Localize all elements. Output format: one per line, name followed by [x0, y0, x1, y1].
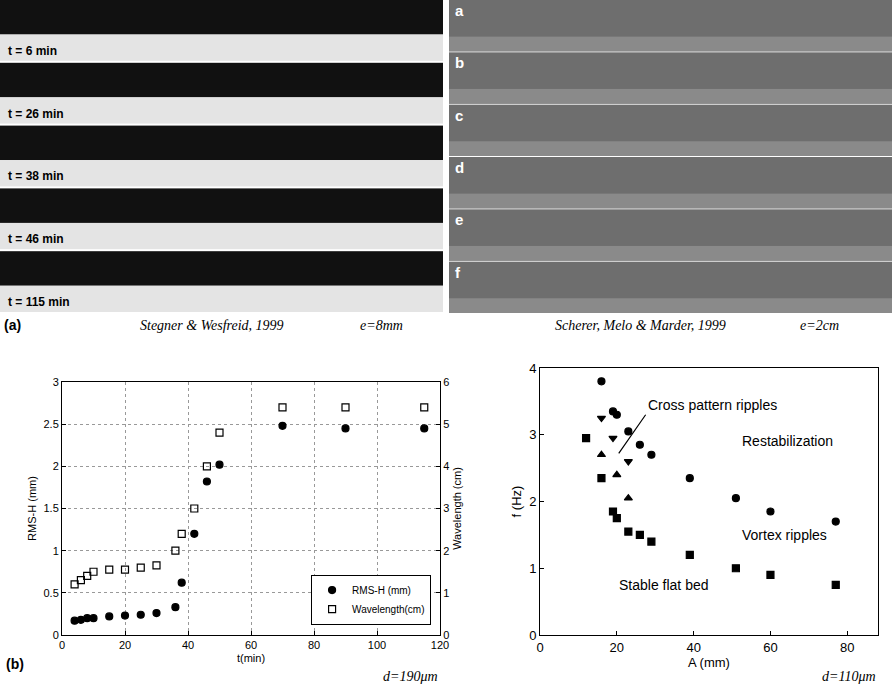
svg-text:100: 100 [368, 639, 386, 651]
svg-text:1: 1 [529, 561, 536, 576]
svg-text:0: 0 [53, 629, 59, 641]
svg-text:t = 6 min: t = 6 min [8, 44, 57, 58]
svg-text:d=110μm: d=110μm [822, 669, 876, 684]
svg-text:2.5: 2.5 [44, 418, 59, 430]
svg-text:1: 1 [53, 545, 59, 557]
svg-text:(b): (b) [6, 656, 24, 672]
svg-text:20: 20 [119, 639, 131, 651]
svg-text:3: 3 [529, 427, 536, 442]
svg-text:Restabilization: Restabilization [742, 433, 833, 449]
svg-text:0.5: 0.5 [44, 587, 59, 599]
svg-text:RMS-H (mm): RMS-H (mm) [352, 585, 411, 596]
svg-text:t = 26 min: t = 26 min [8, 107, 64, 121]
svg-text:RMS-H (mm): RMS-H (mm) [26, 476, 38, 541]
svg-text:2: 2 [529, 494, 536, 509]
svg-text:40: 40 [686, 640, 700, 655]
svg-text:a: a [455, 2, 464, 19]
svg-text:80: 80 [308, 639, 320, 651]
svg-text:f (Hz): f (Hz) [509, 486, 524, 518]
svg-text:Wavelength (cm): Wavelength (cm) [451, 467, 463, 550]
svg-text:t(min): t(min) [237, 652, 265, 664]
svg-text:Cross pattern ripples: Cross pattern ripples [648, 397, 777, 413]
svg-text:3: 3 [443, 502, 449, 514]
svg-text:40: 40 [182, 639, 194, 651]
svg-text:0: 0 [536, 640, 543, 655]
svg-text:d=190μm: d=190μm [383, 669, 438, 684]
svg-text:4: 4 [443, 460, 449, 472]
svg-text:c: c [455, 107, 463, 124]
svg-text:t = 38 min: t = 38 min [8, 169, 64, 183]
svg-text:4: 4 [529, 361, 536, 376]
html-text:(a): (a) [4, 317, 22, 333]
svg-text:0: 0 [59, 639, 65, 651]
svg-text:5: 5 [443, 418, 449, 430]
svg-text:e: e [455, 211, 463, 228]
html-text:e=8mm: e=8mm [360, 318, 403, 333]
svg-text:60: 60 [763, 640, 777, 655]
svg-text:60: 60 [245, 639, 257, 651]
svg-text:3: 3 [53, 376, 59, 388]
svg-text:2: 2 [443, 545, 449, 557]
svg-text:Vortex ripples: Vortex ripples [742, 527, 827, 543]
svg-text:6: 6 [443, 376, 449, 388]
svg-text:0: 0 [443, 629, 449, 641]
svg-text:t = 46 min: t = 46 min [8, 232, 64, 246]
svg-text:d: d [455, 159, 464, 176]
svg-text:1: 1 [443, 587, 449, 599]
html-text:Stegner & Wesfreid, 1999: Stegner & Wesfreid, 1999 [140, 318, 284, 333]
svg-text:120: 120 [431, 639, 449, 651]
svg-text:A (mm): A (mm) [688, 655, 730, 670]
html-text:e=2cm: e=2cm [800, 318, 839, 333]
svg-text:Wavelength(cm): Wavelength(cm) [352, 604, 424, 615]
svg-text:f: f [455, 264, 461, 281]
svg-text:1.5: 1.5 [44, 502, 59, 514]
svg-text:2: 2 [53, 460, 59, 472]
svg-text:Stable flat bed: Stable flat bed [619, 577, 709, 593]
svg-text:80: 80 [840, 640, 854, 655]
svg-text:b: b [455, 54, 464, 71]
svg-text:t = 115 min: t = 115 min [8, 295, 70, 309]
svg-text:0: 0 [529, 628, 536, 643]
html-text:Scherer, Melo & Marder, 1999: Scherer, Melo & Marder, 1999 [555, 318, 726, 333]
svg-text:20: 20 [610, 640, 624, 655]
